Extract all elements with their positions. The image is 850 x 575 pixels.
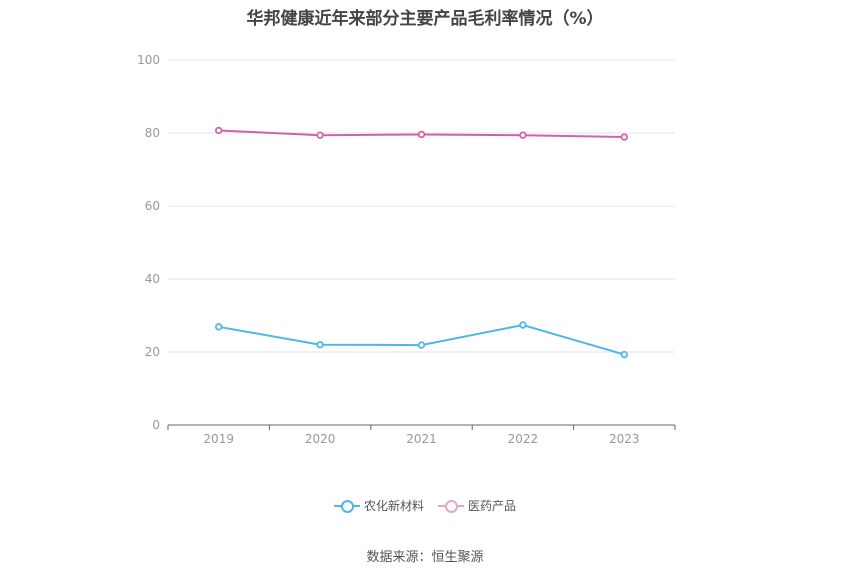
chart-title: 华邦健康近年来部分主要产品毛利率情况（%） — [246, 9, 604, 29]
data-point — [214, 126, 223, 135]
x-tick-label: 2021 — [406, 432, 437, 446]
data-point — [519, 321, 527, 329]
data-point — [316, 341, 324, 349]
x-tick-label: 2022 — [508, 432, 539, 446]
axes: 0 20 40 60 80 100 2019 2020 2021 2022 2023 — [137, 53, 676, 446]
y-tick-label: 80 — [145, 126, 160, 140]
source-note: 数据来源：恒生聚源 — [366, 550, 484, 565]
data-point — [417, 341, 426, 349]
x-tick-label: 2023 — [609, 432, 640, 446]
y-tick-label: 40 — [145, 272, 160, 286]
legend-item-series-2[interactable]: 医药产品 — [438, 497, 516, 514]
legend-swatch-series-1 — [333, 499, 360, 513]
data-point — [316, 131, 324, 139]
x-tick-label: 2020 — [305, 432, 336, 446]
data-point — [620, 133, 628, 141]
data-point — [620, 350, 628, 359]
series-line-1 — [218, 323, 625, 356]
legend-swatch-series-2 — [438, 499, 464, 513]
legend-label-series-2: 医药产品 — [468, 499, 517, 513]
data-point — [417, 130, 426, 139]
y-tick-label: 100 — [137, 53, 160, 67]
data-point — [214, 323, 223, 331]
legend-item-series-1[interactable]: 农化新材料 — [333, 497, 424, 514]
legend-label-series-1: 农化新材料 — [363, 499, 424, 513]
x-tick-label: 2019 — [203, 432, 234, 446]
y-tick-label: 60 — [145, 199, 160, 213]
y-tick-label: 20 — [145, 345, 160, 359]
y-tick-label: 0 — [152, 418, 160, 432]
legend: 农化新材料 医药产品 — [0, 497, 850, 514]
series-layer — [214, 126, 628, 359]
gridlines — [168, 59, 675, 353]
data-point — [519, 131, 527, 139]
